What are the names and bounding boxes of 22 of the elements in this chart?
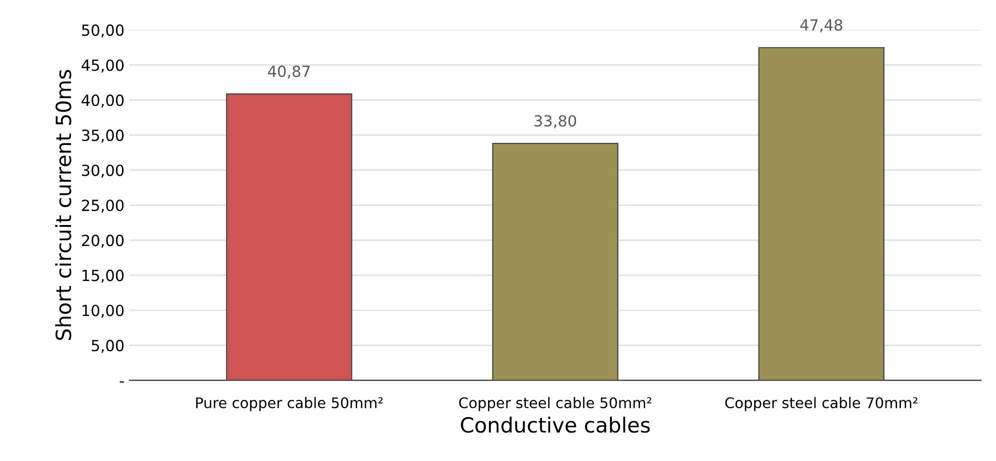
bar <box>492 142 618 380</box>
bar <box>226 93 352 380</box>
data-label: 33,80 <box>534 115 576 128</box>
y-tick-label: 15,00 <box>82 270 124 283</box>
data-label: 40,87 <box>268 66 310 79</box>
x-tick-label: Pure copper cable 50mm² <box>196 396 383 412</box>
x-tick-label: Copper steel cable 50mm² <box>459 396 652 412</box>
y-tick-label: 10,00 <box>82 304 124 318</box>
bar <box>758 47 884 380</box>
y-tick-label: 45,00 <box>82 59 124 73</box>
data-label: 47,48 <box>800 19 842 32</box>
y-axis-title: Short circuit current 50ms <box>55 70 72 340</box>
x-axis-title: Conductive cables <box>460 416 650 433</box>
y-tick-label: 50,00 <box>82 24 124 38</box>
y-tick-label: 25,00 <box>82 200 124 213</box>
y-tick-label: 30,00 <box>82 164 124 178</box>
y-tick-label: 20,00 <box>82 234 124 248</box>
y-tick-label: 35,00 <box>82 130 124 143</box>
x-tick-label: Copper steel cable 70mm² <box>725 396 918 412</box>
y-tick-label: 5,00 <box>92 340 124 353</box>
y-tick-label: - <box>120 381 124 383</box>
y-tick-label: 40,00 <box>82 94 124 108</box>
